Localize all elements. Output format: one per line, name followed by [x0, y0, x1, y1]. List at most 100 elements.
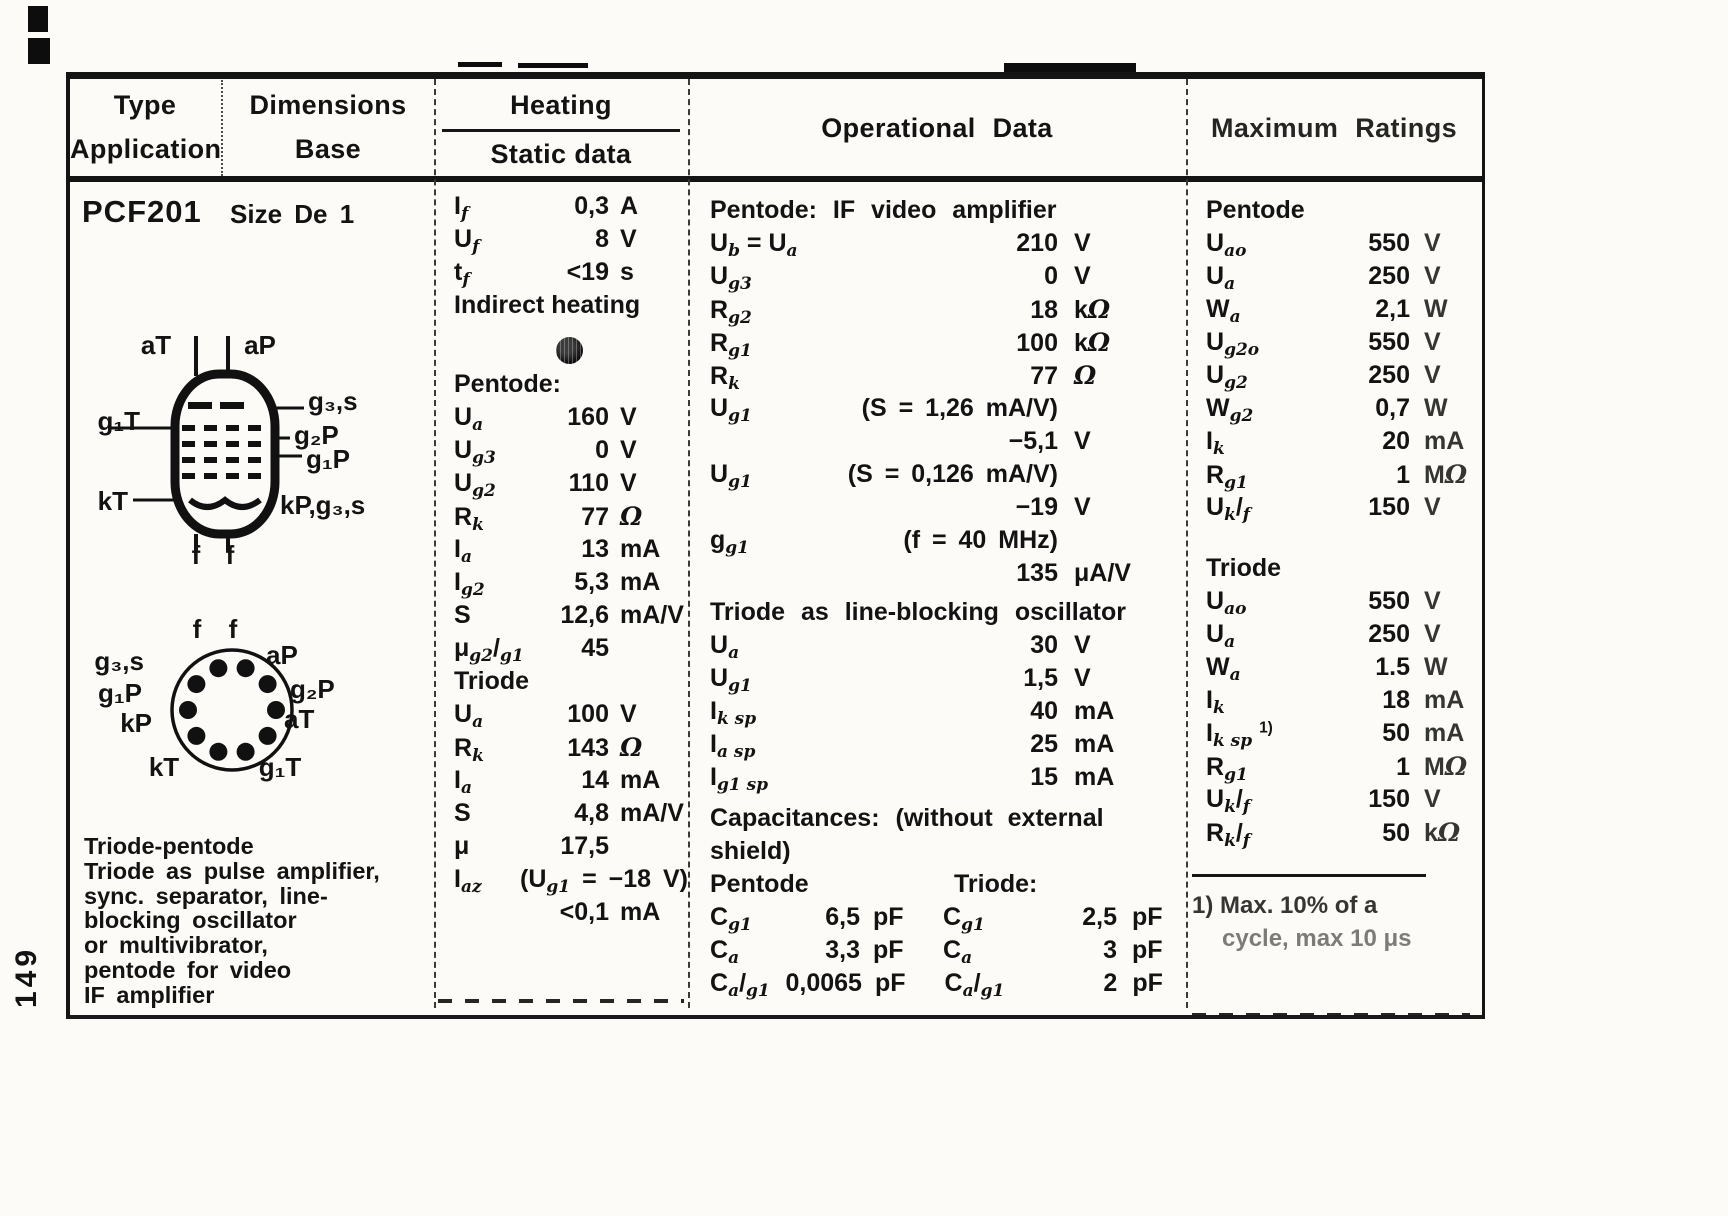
param-unit: V: [620, 700, 637, 728]
decorative-element: g1: [746, 980, 770, 1001]
section-heading: Pentode: IF video amplifier: [710, 196, 1146, 229]
param-label: Ia sp: [710, 730, 756, 762]
column-divider: [688, 79, 690, 1008]
decorative-element: k sp: [1212, 730, 1253, 751]
parameter-row: Ug3 0 V: [710, 262, 1146, 295]
param-label: If: [454, 192, 469, 224]
decorative-element: g1: [728, 340, 752, 361]
heading-text: Triode: [454, 667, 530, 695]
parameter-row: S 12,6 mA/V: [454, 601, 688, 634]
parameter-row: −5,1 V: [710, 427, 1146, 460]
param-unit: mA: [620, 568, 661, 596]
param-unit: mA: [620, 898, 661, 926]
param-label: Uk/f: [1206, 785, 1251, 817]
header-type-application: Type Application: [70, 76, 222, 165]
column-divider: [221, 80, 223, 176]
decorative-element: k sp: [716, 708, 757, 729]
parameter-row: Ig2 5,3 mA: [454, 568, 688, 601]
param-unit: V: [1074, 427, 1091, 455]
decorative-element: [187, 726, 206, 745]
parameter-row: Ua 250 V: [1206, 620, 1476, 653]
param-value: 210: [1016, 229, 1058, 257]
param-label: Ug1: [710, 460, 752, 492]
footnote-rule: [1192, 874, 1426, 877]
param-value: 150: [1368, 493, 1410, 521]
text-line: pentode for video: [84, 956, 292, 983]
decorative-element: 1): [1259, 719, 1273, 737]
decorative-element: [220, 402, 244, 409]
param-label: Uao: [1206, 587, 1247, 619]
tube-label-aT: aT: [141, 330, 171, 360]
decorative-element: k: [1212, 697, 1225, 718]
text-line: Indirect heating: [454, 291, 688, 324]
param-value: 4,8: [574, 799, 609, 827]
header-dimensions: Dimensions: [249, 90, 407, 120]
subcolumn-triode: Triode:: [954, 870, 1038, 898]
param-label: Uk/f: [1206, 493, 1251, 525]
param-condition: (Ug1 = −18 V): [520, 865, 688, 897]
header-application: Application: [70, 134, 222, 164]
decorative-element: [236, 659, 255, 678]
param-value: 40: [1030, 697, 1058, 725]
capacitance-row: Ca 3,3 pF Ca 3 pF: [710, 936, 1178, 969]
param-unit: pF: [873, 903, 904, 931]
decorative-element: a: [728, 980, 740, 1001]
param-unit: mA: [620, 535, 661, 563]
parameter-row: Uk/f 150 V: [1206, 785, 1476, 818]
decorative-element: f: [1242, 830, 1251, 851]
param-label: μ: [454, 832, 470, 860]
footnote-lines: 1) Max. 10% of a cycle, max 10 μs: [1192, 889, 1478, 955]
decorative-element: a: [728, 642, 740, 663]
header-maximum-ratings: Maximum Ratings: [1210, 113, 1458, 143]
param-unit: s: [620, 258, 634, 286]
param-value: <0,1: [559, 898, 609, 926]
param-value: 110: [568, 469, 609, 497]
scan-artifact: [458, 62, 502, 67]
param-label: Ug3: [710, 262, 752, 294]
param-value: 0,7: [1375, 394, 1410, 422]
maximum-ratings-column: Pentode Uao 550 V Ua 250 V Wa 2,1 W Ug2o 550 V Ug2 250…: [1188, 196, 1482, 851]
param-unit: MΩ: [1424, 752, 1468, 781]
param-label: Ua: [1206, 262, 1236, 294]
param-label: Rg1: [710, 329, 752, 361]
param-unit: mA/V: [620, 799, 684, 827]
decorative-element: g1: [728, 405, 752, 426]
param-value: 3: [1103, 936, 1117, 964]
decorative-element: [209, 742, 228, 761]
decorative-element: ao: [1224, 240, 1247, 261]
param-condition: (f = 40 MHz): [903, 526, 1058, 554]
param-value: 20: [1382, 427, 1410, 455]
decorative-element: Ω: [620, 733, 643, 762]
decorative-element: g1: [728, 471, 752, 492]
param-value: 100: [1016, 329, 1058, 357]
param-label: Ua: [454, 403, 484, 435]
param-value: 5,3: [574, 568, 609, 596]
base-pinout-diagram: f f g₃,s aP g₁P g₂P kP aT kT g₁T: [94, 614, 334, 782]
param-label: μg2/g1: [454, 634, 524, 666]
parameter-row: Ug3 0 V: [454, 436, 688, 469]
parameter-row: Ik sp 1) 50 mA: [1206, 719, 1476, 752]
param-value: 1.5: [1375, 653, 1410, 681]
decorative-element: g2: [1224, 372, 1248, 393]
parameter-row: S 4,8 mA/V: [454, 799, 688, 832]
param-unit: V: [620, 436, 637, 464]
section-heading: Triode: [1206, 554, 1476, 587]
param-label: Rk: [454, 503, 484, 535]
parameter-row: Ug1 (S = 0,126 mA/V): [710, 460, 1146, 493]
header-separator-line: [66, 176, 1482, 182]
parameter-row: Rk 77 Ω: [454, 502, 688, 535]
base-label-aT: aT: [284, 704, 314, 734]
param-label: Ca/g1: [710, 969, 770, 1001]
tube-label-f2: f: [226, 540, 235, 566]
section-heading: Triode as line-blocking oscillator: [710, 598, 1146, 631]
decorative-element: g1: [961, 914, 985, 935]
parameter-row: <0,1 mA: [454, 898, 688, 931]
parameter-row: Ik 20 mA: [1206, 427, 1476, 460]
param-unit: mA: [1074, 763, 1115, 791]
param-label: Ua: [710, 631, 740, 663]
decorative-element: f: [462, 269, 470, 290]
decorative-element: Ω: [1074, 361, 1097, 390]
decorative-element: a: [962, 980, 974, 1001]
parameter-row: Rk/f 50 kΩ: [1206, 818, 1476, 851]
decorative-element: [236, 742, 255, 761]
